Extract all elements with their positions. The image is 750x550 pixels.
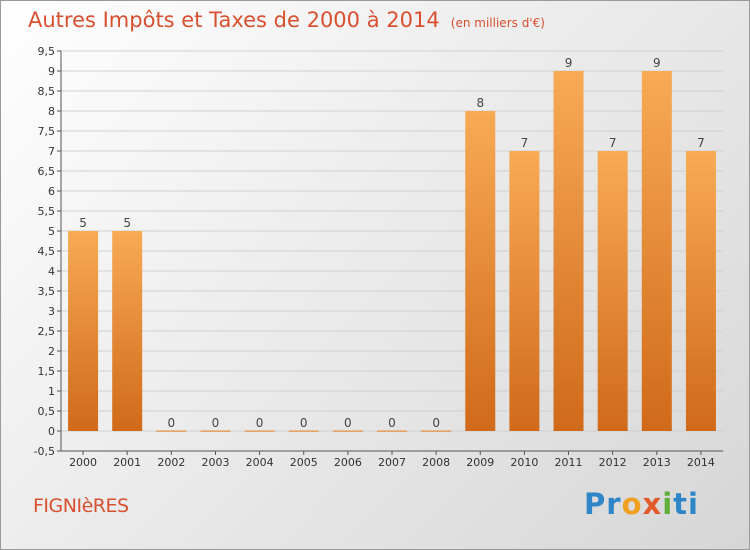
data-label: 7 <box>609 136 617 150</box>
bar <box>332 430 363 432</box>
x-tick-label: 2003 <box>201 456 229 469</box>
x-tick-label: 2008 <box>422 456 450 469</box>
y-tick-label: 4 <box>48 265 55 278</box>
proxiti-logo: Proxiti <box>584 487 699 521</box>
data-label: 0 <box>256 416 264 430</box>
bar <box>597 151 628 431</box>
bar <box>685 151 716 431</box>
data-label: 0 <box>432 416 440 430</box>
data-label: 7 <box>697 136 705 150</box>
x-tick-label: 2004 <box>246 456 274 469</box>
bar <box>200 430 231 432</box>
x-tick-label: 2012 <box>599 456 627 469</box>
chart-title-row: Autres Impôts et Taxes de 2000 à 2014 (e… <box>28 8 545 32</box>
bar <box>68 231 99 431</box>
data-label: 7 <box>521 136 529 150</box>
y-tick-label: 2 <box>48 345 55 358</box>
y-tick-label: 5,5 <box>38 205 56 218</box>
y-tick-label: 4,5 <box>38 245 56 258</box>
x-tick-label: 2006 <box>334 456 362 469</box>
y-tick-label: 6,5 <box>38 165 56 178</box>
bar <box>156 430 187 432</box>
x-tick-label: 2000 <box>69 456 97 469</box>
x-tick-label: 2002 <box>157 456 185 469</box>
bar <box>288 430 319 432</box>
chart-title: Autres Impôts et Taxes de 2000 à 2014 <box>28 8 440 32</box>
y-tick-label: 2,5 <box>38 325 56 338</box>
data-label: 9 <box>653 56 661 70</box>
y-tick-label: 8,5 <box>38 85 56 98</box>
y-tick-label: 9 <box>48 65 55 78</box>
y-tick-label: 0,5 <box>38 405 56 418</box>
data-label: 5 <box>79 216 87 230</box>
x-tick-label: 2010 <box>510 456 538 469</box>
bar <box>465 111 496 431</box>
y-tick-label: 7 <box>48 145 55 158</box>
y-tick-label: 8 <box>48 105 55 118</box>
data-label: 0 <box>388 416 396 430</box>
x-tick-label: 2001 <box>113 456 141 469</box>
data-label: 0 <box>212 416 220 430</box>
x-tick-label: 2005 <box>290 456 318 469</box>
bar <box>377 430 407 432</box>
commune-name: FIGNIèRES <box>33 495 129 517</box>
y-tick-label: 7,5 <box>38 125 56 138</box>
y-tick-label: 3 <box>48 305 55 318</box>
chart-subtitle: (en milliers d'€) <box>450 16 545 30</box>
data-label: 9 <box>565 56 573 70</box>
data-label: 5 <box>123 216 131 230</box>
y-tick-label: 1,5 <box>38 365 56 378</box>
data-label: 8 <box>476 96 484 110</box>
x-tick-label: 2011 <box>555 456 583 469</box>
data-label: 0 <box>344 416 352 430</box>
bar <box>421 430 452 432</box>
x-tick-label: 2009 <box>466 456 494 469</box>
x-tick-label: 2007 <box>378 456 406 469</box>
y-tick-label: 0 <box>48 425 55 438</box>
y-tick-label: 9,5 <box>38 45 56 58</box>
y-tick-label: 3,5 <box>38 285 56 298</box>
x-tick-label: 2014 <box>687 456 715 469</box>
bar <box>244 430 275 432</box>
y-tick-label: -0,5 <box>34 445 55 458</box>
bar <box>641 71 672 431</box>
data-label: 0 <box>168 416 176 430</box>
bar <box>509 151 540 431</box>
y-tick-label: 5 <box>48 225 55 238</box>
data-label: 0 <box>300 416 308 430</box>
y-tick-label: 6 <box>48 185 55 198</box>
bar <box>112 231 143 431</box>
x-tick-label: 2013 <box>643 456 671 469</box>
bar <box>553 71 584 431</box>
y-tick-label: 1 <box>48 385 55 398</box>
